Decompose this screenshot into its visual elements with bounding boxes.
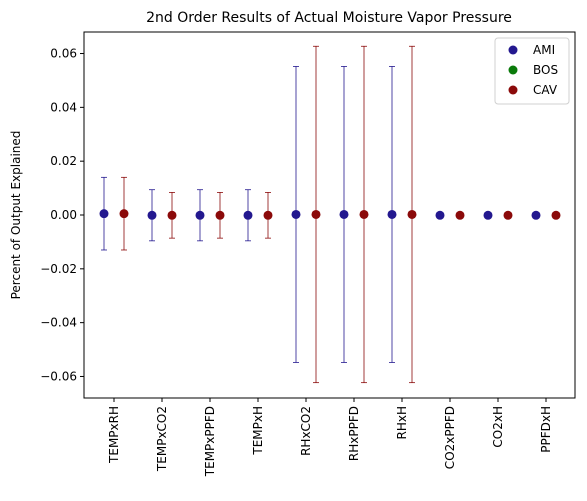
legend-marker-ami bbox=[508, 45, 518, 55]
legend-marker-bos bbox=[508, 65, 518, 75]
data-point-cav bbox=[215, 210, 225, 220]
legend-marker-cav bbox=[508, 85, 518, 95]
x-tick-label: RHxH bbox=[395, 406, 409, 440]
data-point-cav bbox=[551, 210, 561, 220]
data-point-ami bbox=[339, 209, 349, 219]
x-tick-label: CO2xH bbox=[491, 406, 505, 448]
legend-label-bos: BOS bbox=[533, 63, 558, 77]
data-point-cav bbox=[167, 210, 177, 220]
x-axis: TEMPxRH TEMPxCO2 TEMPxPPFD TEMPxH RHxCO2 RHxP… bbox=[107, 398, 553, 477]
legend-label-ami: AMI bbox=[533, 43, 555, 57]
data-point-cav bbox=[119, 209, 129, 219]
data-point-cav bbox=[455, 210, 465, 220]
data-point-ami bbox=[195, 210, 205, 220]
y-tick-label: 0.02 bbox=[50, 154, 77, 168]
data-point-cav bbox=[503, 210, 513, 220]
y-tick-label: −0.04 bbox=[40, 316, 77, 330]
y-tick-label: −0.06 bbox=[40, 369, 77, 383]
x-tick-label: TEMPxRH bbox=[107, 406, 121, 464]
data-point-ami bbox=[387, 209, 397, 219]
chart-title: 2nd Order Results of Actual Moisture Vap… bbox=[146, 10, 512, 26]
x-tick-label: RHxCO2 bbox=[299, 406, 313, 456]
data-point-ami bbox=[435, 210, 445, 220]
data-point-ami bbox=[243, 210, 253, 220]
data-point-cav bbox=[263, 210, 273, 220]
x-tick-label: PPFDxH bbox=[539, 406, 553, 453]
y-tick-label: −0.02 bbox=[40, 262, 77, 276]
data-point-ami bbox=[483, 210, 493, 220]
y-axis: −0.06 −0.04 −0.02 0.00 0.02 0.04 0.06 bbox=[40, 47, 84, 383]
data-point-cav bbox=[311, 209, 321, 219]
x-tick-label: TEMPxH bbox=[251, 406, 265, 456]
data-point-cav bbox=[407, 209, 417, 219]
data-point-cav bbox=[359, 209, 369, 219]
x-tick-label: CO2xPPFD bbox=[443, 406, 457, 469]
y-tick-label: 0.04 bbox=[50, 100, 77, 114]
legend-label-cav: CAV bbox=[533, 83, 558, 97]
data-point-ami bbox=[531, 210, 541, 220]
legend: AMI BOS CAV bbox=[494, 37, 570, 105]
x-tick-label: TEMPxPPFD bbox=[203, 406, 217, 477]
x-tick-label: TEMPxCO2 bbox=[155, 406, 169, 472]
y-tick-label: 0.00 bbox=[50, 208, 77, 222]
x-tick-label: RHxPPFD bbox=[347, 406, 361, 461]
plot-area bbox=[99, 45, 561, 384]
data-point-ami bbox=[99, 209, 109, 219]
y-axis-label: Percent of Output Explained bbox=[9, 131, 23, 300]
data-point-ami bbox=[147, 210, 157, 220]
y-tick-label: 0.06 bbox=[50, 47, 77, 61]
data-point-ami bbox=[291, 209, 301, 219]
